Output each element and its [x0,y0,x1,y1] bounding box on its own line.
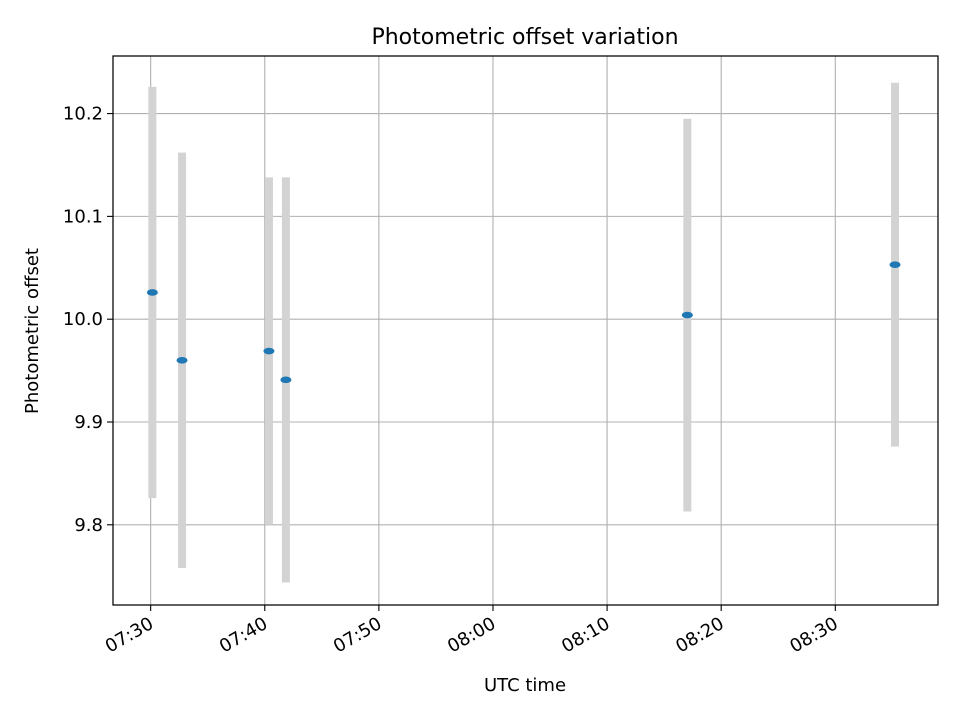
y-tick-label: 9.8 [74,515,103,536]
x-axis-title: UTC time [484,675,566,696]
data-points [146,261,901,384]
data-point [889,261,901,269]
y-axis-title: Photometric offset [22,248,43,414]
data-point [263,347,275,355]
data-point [280,376,292,384]
y-axis: 9.8 9.9 10.0 10.1 10.2 [63,104,113,536]
y-tick-label: 10.0 [63,309,103,330]
data-point [146,289,158,296]
data-point [176,357,188,364]
plot-frame [112,55,939,606]
data-point [681,311,693,319]
y-tick-label: 9.9 [74,412,103,433]
y-tick-label: 10.1 [63,206,103,227]
grid [113,56,938,605]
chart-title: Photometric offset variation [371,25,678,50]
y-tick-label: 10.2 [63,104,103,125]
